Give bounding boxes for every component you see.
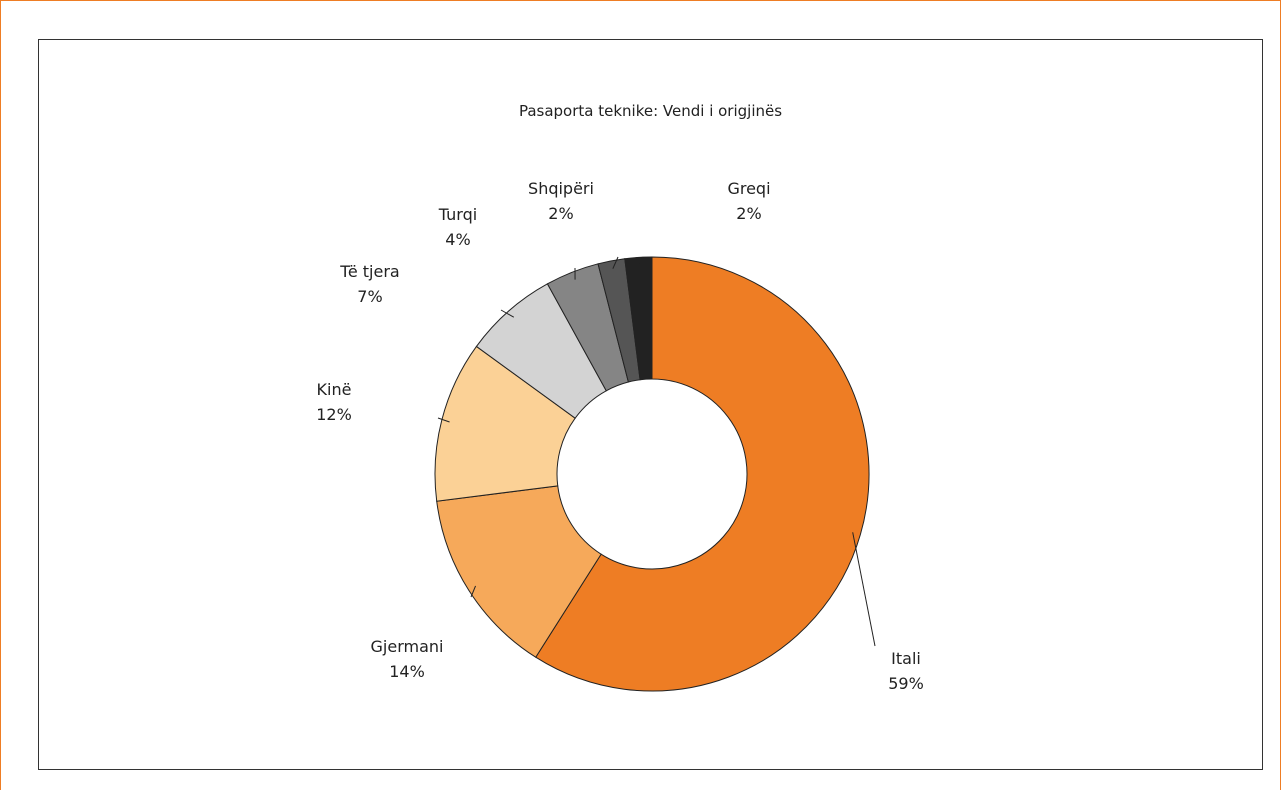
slice-label: Turqi xyxy=(438,205,477,224)
slice-label: Kinë xyxy=(317,380,352,399)
slice-label: Shqipëri xyxy=(528,179,594,198)
slice-label: Itali xyxy=(891,649,921,668)
slice-value-label: 4% xyxy=(445,230,470,249)
slice-label: Gjermani xyxy=(371,637,444,656)
slice-kin- xyxy=(434,345,576,502)
leader-line xyxy=(500,309,515,318)
slice-value-label: 2% xyxy=(736,204,761,223)
leader-line xyxy=(852,532,876,647)
chart-title: Pasaporta teknike: Vendi i origjinës xyxy=(518,102,783,120)
slice-itali xyxy=(535,256,870,692)
leader-line xyxy=(437,417,450,423)
leader-line xyxy=(638,256,644,266)
chart-panel: Pasaporta teknike: Vendi i origjinës Ita… xyxy=(38,39,1263,770)
leader-line xyxy=(470,585,476,598)
slice-value-label: 7% xyxy=(357,287,382,306)
donut-chart: Itali 59% Gjermani 14% Kinë 12% Të tjera 7% Turq… xyxy=(316,179,924,693)
slice-value-label: 2% xyxy=(548,204,573,223)
leader-line xyxy=(612,256,619,269)
slice-greqi xyxy=(624,256,653,381)
slice-label: Greqi xyxy=(727,179,770,198)
slice-value-label: 59% xyxy=(888,674,924,693)
slice-value-label: 12% xyxy=(316,405,352,424)
slice-gjermani xyxy=(436,485,602,658)
slice-value-label: 14% xyxy=(389,662,425,681)
slice-label: Të tjera xyxy=(339,262,399,281)
